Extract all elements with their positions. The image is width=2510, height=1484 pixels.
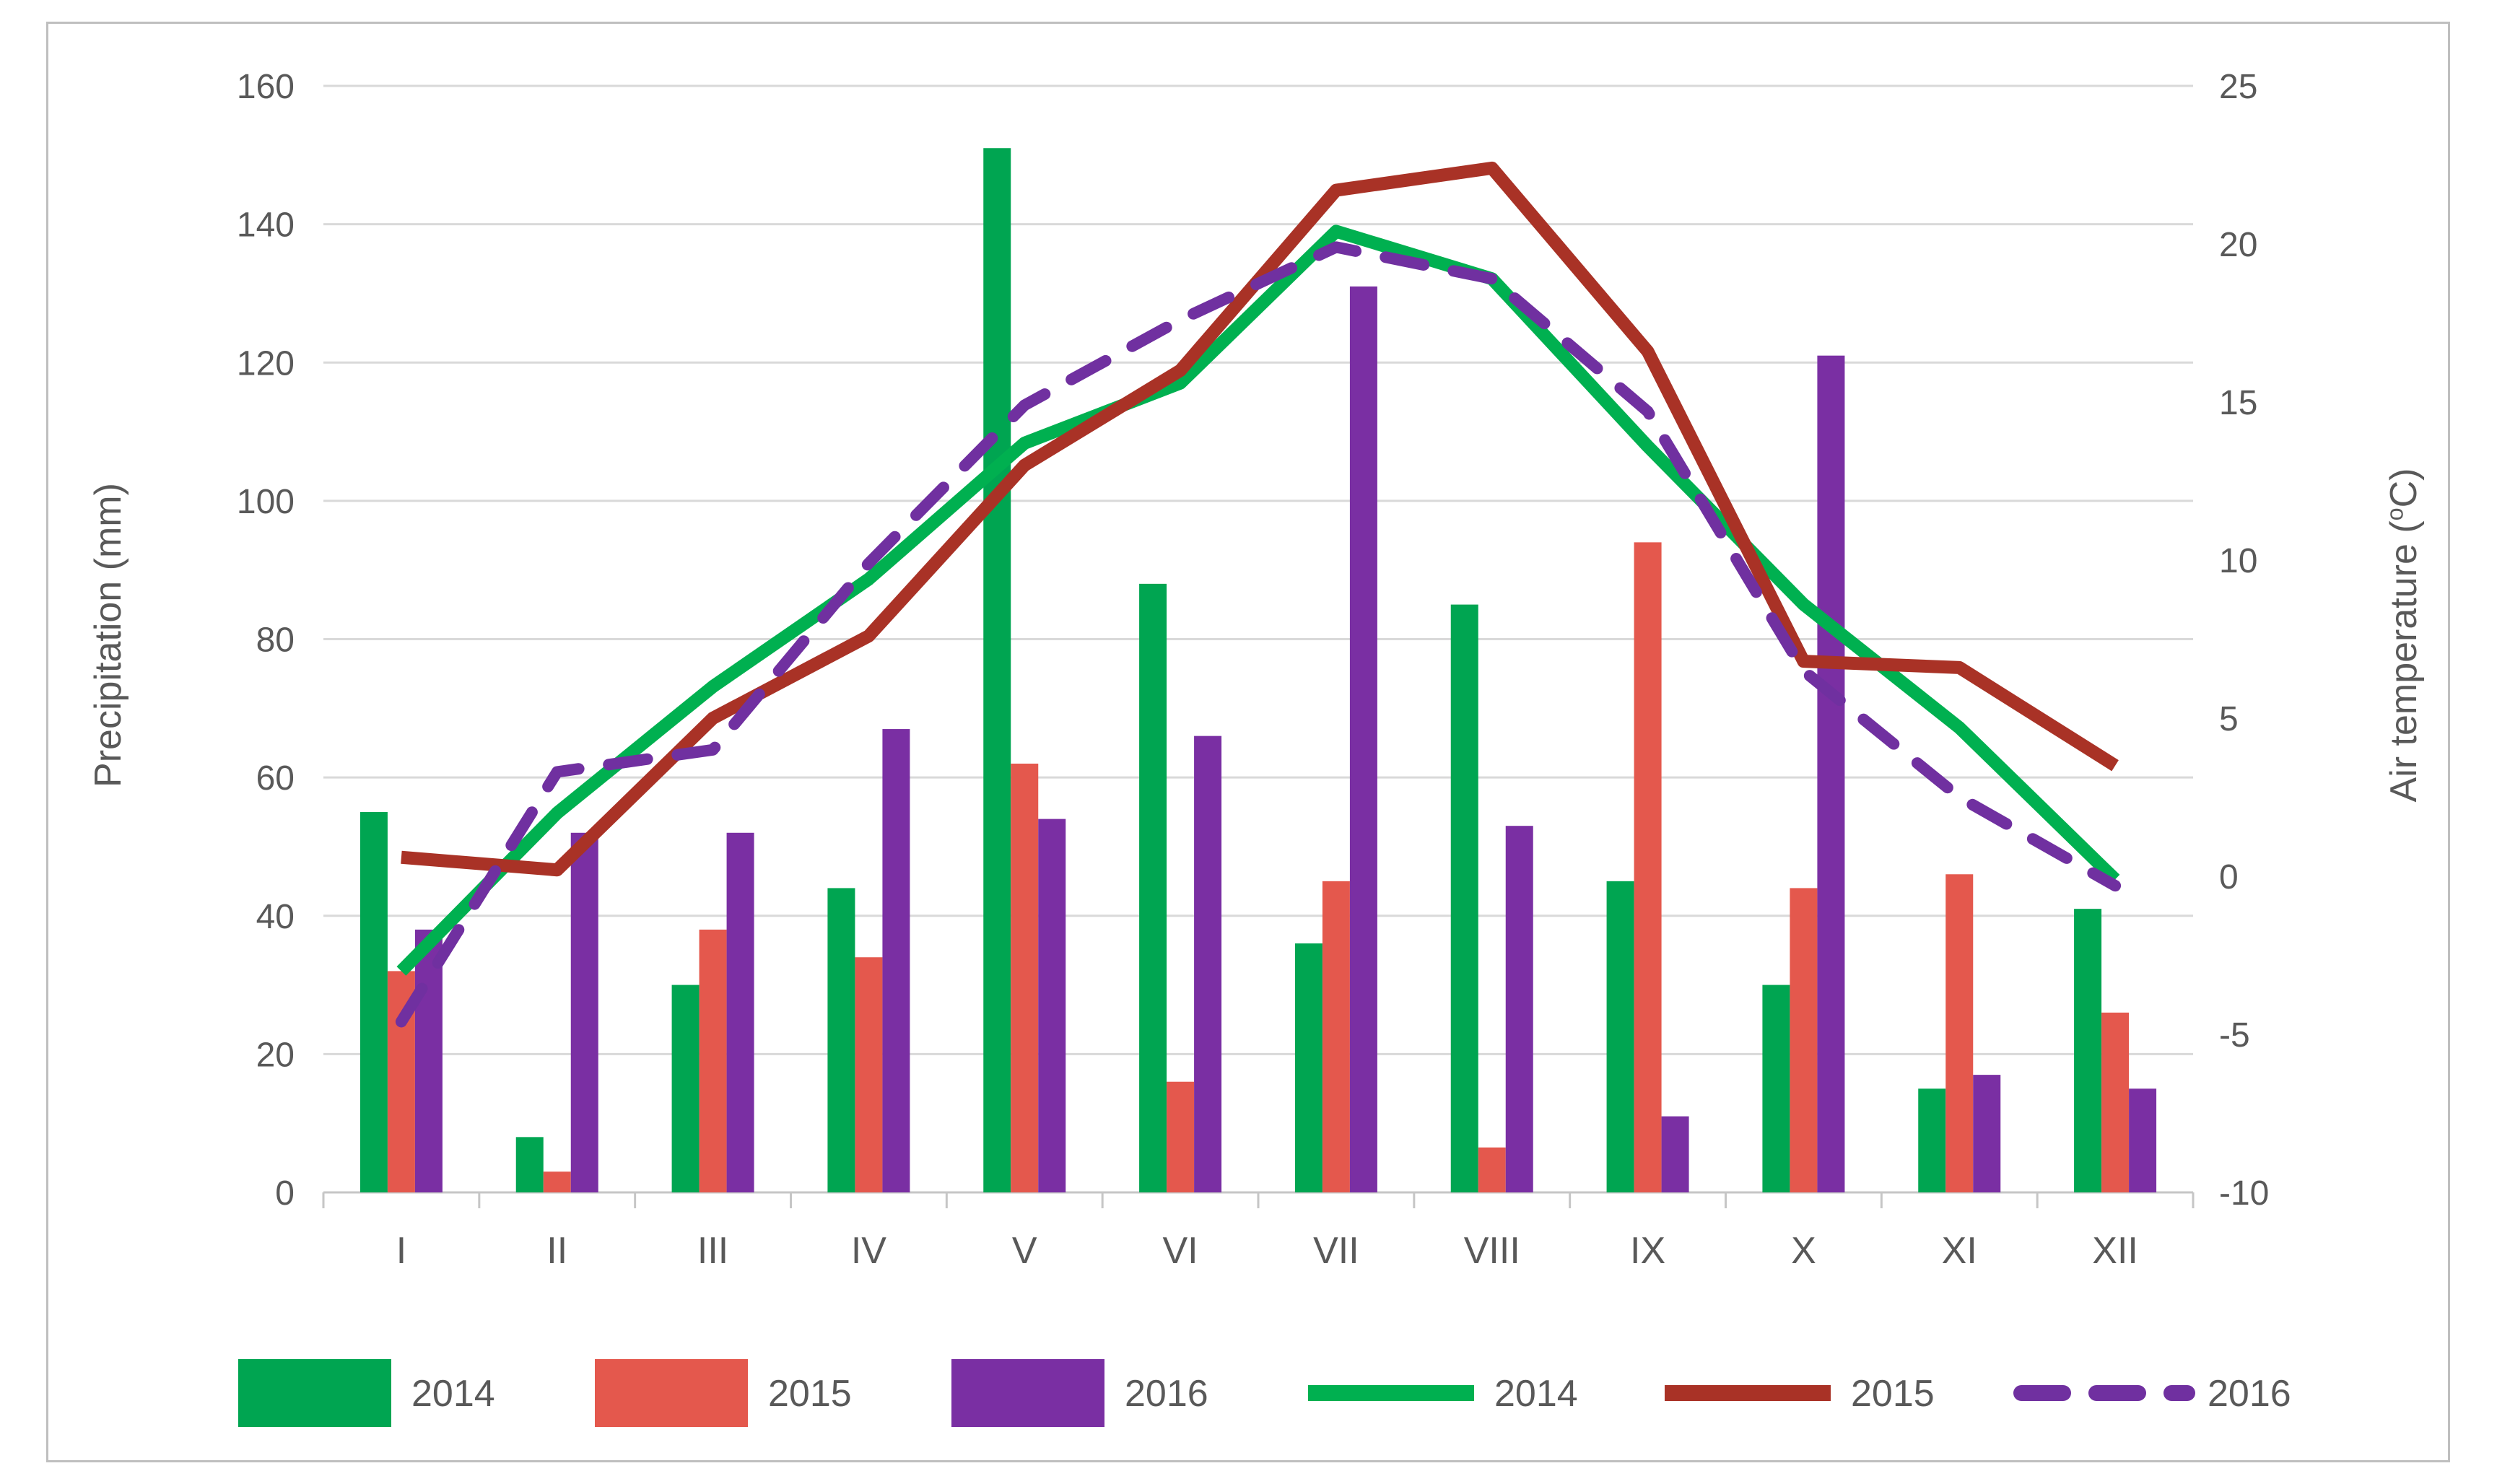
- x-axis-label-III: III: [697, 1230, 728, 1272]
- legend-item-bar-2014: 2014: [238, 1359, 495, 1427]
- x-axis-label-XI: XI: [1942, 1230, 1977, 1272]
- x-axis-label-II: II: [546, 1230, 567, 1272]
- legend-swatch-bar-2014: [238, 1359, 391, 1427]
- bar-2016-V: [1038, 819, 1066, 1192]
- left-axis-tick-label: 140: [237, 206, 295, 245]
- legend-label: 2015: [768, 1373, 852, 1415]
- line-2014: [396, 224, 2120, 976]
- bar-2016-VI: [1194, 736, 1222, 1192]
- right-axis-tick-label: 15: [2219, 384, 2257, 422]
- left-axis-tick-label: 0: [275, 1174, 295, 1213]
- bar-2014-XI: [1918, 1088, 1946, 1192]
- bar-2016-X: [1817, 355, 1845, 1193]
- x-axis-label-VII: VII: [1313, 1230, 1359, 1272]
- right-axis-title-text: Air temperature (oC): [2382, 468, 2426, 803]
- bar-2014-V: [983, 148, 1011, 1193]
- left-axis-tick-label: 80: [256, 621, 295, 660]
- bar-2015-VI: [1167, 1081, 1195, 1192]
- left-axis-tick-label: 160: [237, 68, 295, 106]
- left-axis-tick-label: 120: [237, 344, 295, 383]
- legend-swatch-bar-2016: [951, 1359, 1104, 1427]
- legend-item-bar-2016: 2016: [951, 1359, 1208, 1427]
- bar-2015-IV: [855, 957, 883, 1192]
- x-axis-label-VI: VI: [1163, 1230, 1198, 1272]
- bar-2015-XII: [2101, 1012, 2130, 1192]
- bar-2016-VII: [1349, 286, 1377, 1193]
- bar-2015-XI: [1945, 874, 1974, 1192]
- x-axis-label-IV: IV: [851, 1230, 886, 1272]
- left-axis-tick-label: 100: [237, 483, 295, 521]
- right-axis-tick-label: 25: [2219, 68, 2257, 106]
- bar-2016-III: [726, 832, 754, 1192]
- bar-2015-II: [543, 1171, 571, 1192]
- bar-2014-X: [1762, 985, 1790, 1192]
- x-axis-label-V: V: [1012, 1230, 1037, 1272]
- bar-2014-IV: [827, 888, 855, 1192]
- x-axis-label-VIII: VIII: [1464, 1230, 1520, 1272]
- bar-2015-V: [1011, 763, 1039, 1192]
- precipitation-bars: [359, 148, 2157, 1193]
- bar-2016-II: [570, 832, 598, 1192]
- right-axis-tick-label: 10: [2219, 542, 2257, 580]
- bar-2014-VII: [1294, 943, 1322, 1192]
- x-axis-ticks: [322, 1192, 2195, 1208]
- right-axis-tick-labels: 25 20 15 10 5 0 -5 -10: [2219, 68, 2269, 1213]
- bar-2014-III: [671, 985, 700, 1192]
- x-axis-label-XII: XII: [2092, 1230, 2138, 1272]
- left-axis-title: Precipitation (mm): [87, 483, 129, 787]
- legend-item-line-2016: 2016: [2013, 1373, 2291, 1415]
- bar-2014-VIII: [1450, 604, 1478, 1192]
- bar-2016-IV: [882, 729, 910, 1192]
- right-axis-tick-label: -5: [2219, 1016, 2250, 1055]
- left-axis-tick-label: 20: [256, 1036, 295, 1074]
- right-axis-tick-label: -10: [2219, 1174, 2269, 1213]
- bar-2015-X: [1790, 888, 1818, 1192]
- legend-item-line-2014: 2014: [1308, 1373, 1578, 1415]
- right-axis-tick-label: 20: [2219, 226, 2257, 264]
- line-2015: [401, 161, 2119, 877]
- figure-border: [46, 22, 2450, 1462]
- bar-2014-VI: [1139, 583, 1167, 1192]
- bar-2014-IX: [1606, 881, 1634, 1192]
- legend-item-line-2015: 2015: [1665, 1373, 1935, 1415]
- legend-label: 2016: [2208, 1373, 2291, 1415]
- bar-2016-I: [414, 929, 443, 1192]
- bar-2016-XII: [2129, 1088, 2157, 1192]
- legend-label: 2015: [1851, 1373, 1935, 1415]
- bar-2015-VII: [1322, 881, 1350, 1192]
- bar-2015-III: [699, 929, 727, 1192]
- bar-2015-IX: [1634, 542, 1662, 1192]
- bar-2016-IX: [1661, 1116, 1689, 1192]
- right-axis-title: Air temperature (oC): [2382, 468, 2426, 803]
- x-axis-category-labels: I II III IV V VI VII VIII IX X XI XII: [396, 1230, 2138, 1272]
- legend-item-bar-2015: 2015: [595, 1359, 852, 1427]
- x-axis-label-I: I: [396, 1230, 406, 1272]
- bar-2014-I: [359, 812, 388, 1192]
- legend: 2014 2015 2016 2014 2015 2016: [238, 1359, 2291, 1427]
- right-axis-tick-label: 5: [2219, 700, 2239, 738]
- legend-label: 2016: [1125, 1373, 1208, 1415]
- x-axis-label-X: X: [1791, 1230, 1816, 1272]
- legend-swatch-bar-2015: [595, 1359, 748, 1427]
- legend-label: 2014: [411, 1373, 495, 1415]
- bar-2016-VIII: [1505, 826, 1533, 1192]
- left-axis-tick-label: 60: [256, 759, 295, 798]
- bar-2015-VIII: [1478, 1147, 1506, 1192]
- bar-2016-XI: [1973, 1075, 2001, 1192]
- bar-2014-XII: [2074, 909, 2102, 1192]
- right-axis-tick-label: 0: [2219, 858, 2239, 896]
- line-2016: [395, 241, 2122, 1028]
- legend-label: 2014: [1494, 1373, 1578, 1415]
- gridlines: [323, 84, 2193, 1194]
- left-axis-tick-label: 40: [256, 898, 295, 936]
- temperature-lines: [395, 161, 2122, 1028]
- x-axis-label-IX: IX: [1630, 1230, 1665, 1272]
- bar-2014-II: [515, 1137, 544, 1192]
- left-axis-tick-labels: 0 20 40 60 80 100 120 140 160: [237, 68, 295, 1213]
